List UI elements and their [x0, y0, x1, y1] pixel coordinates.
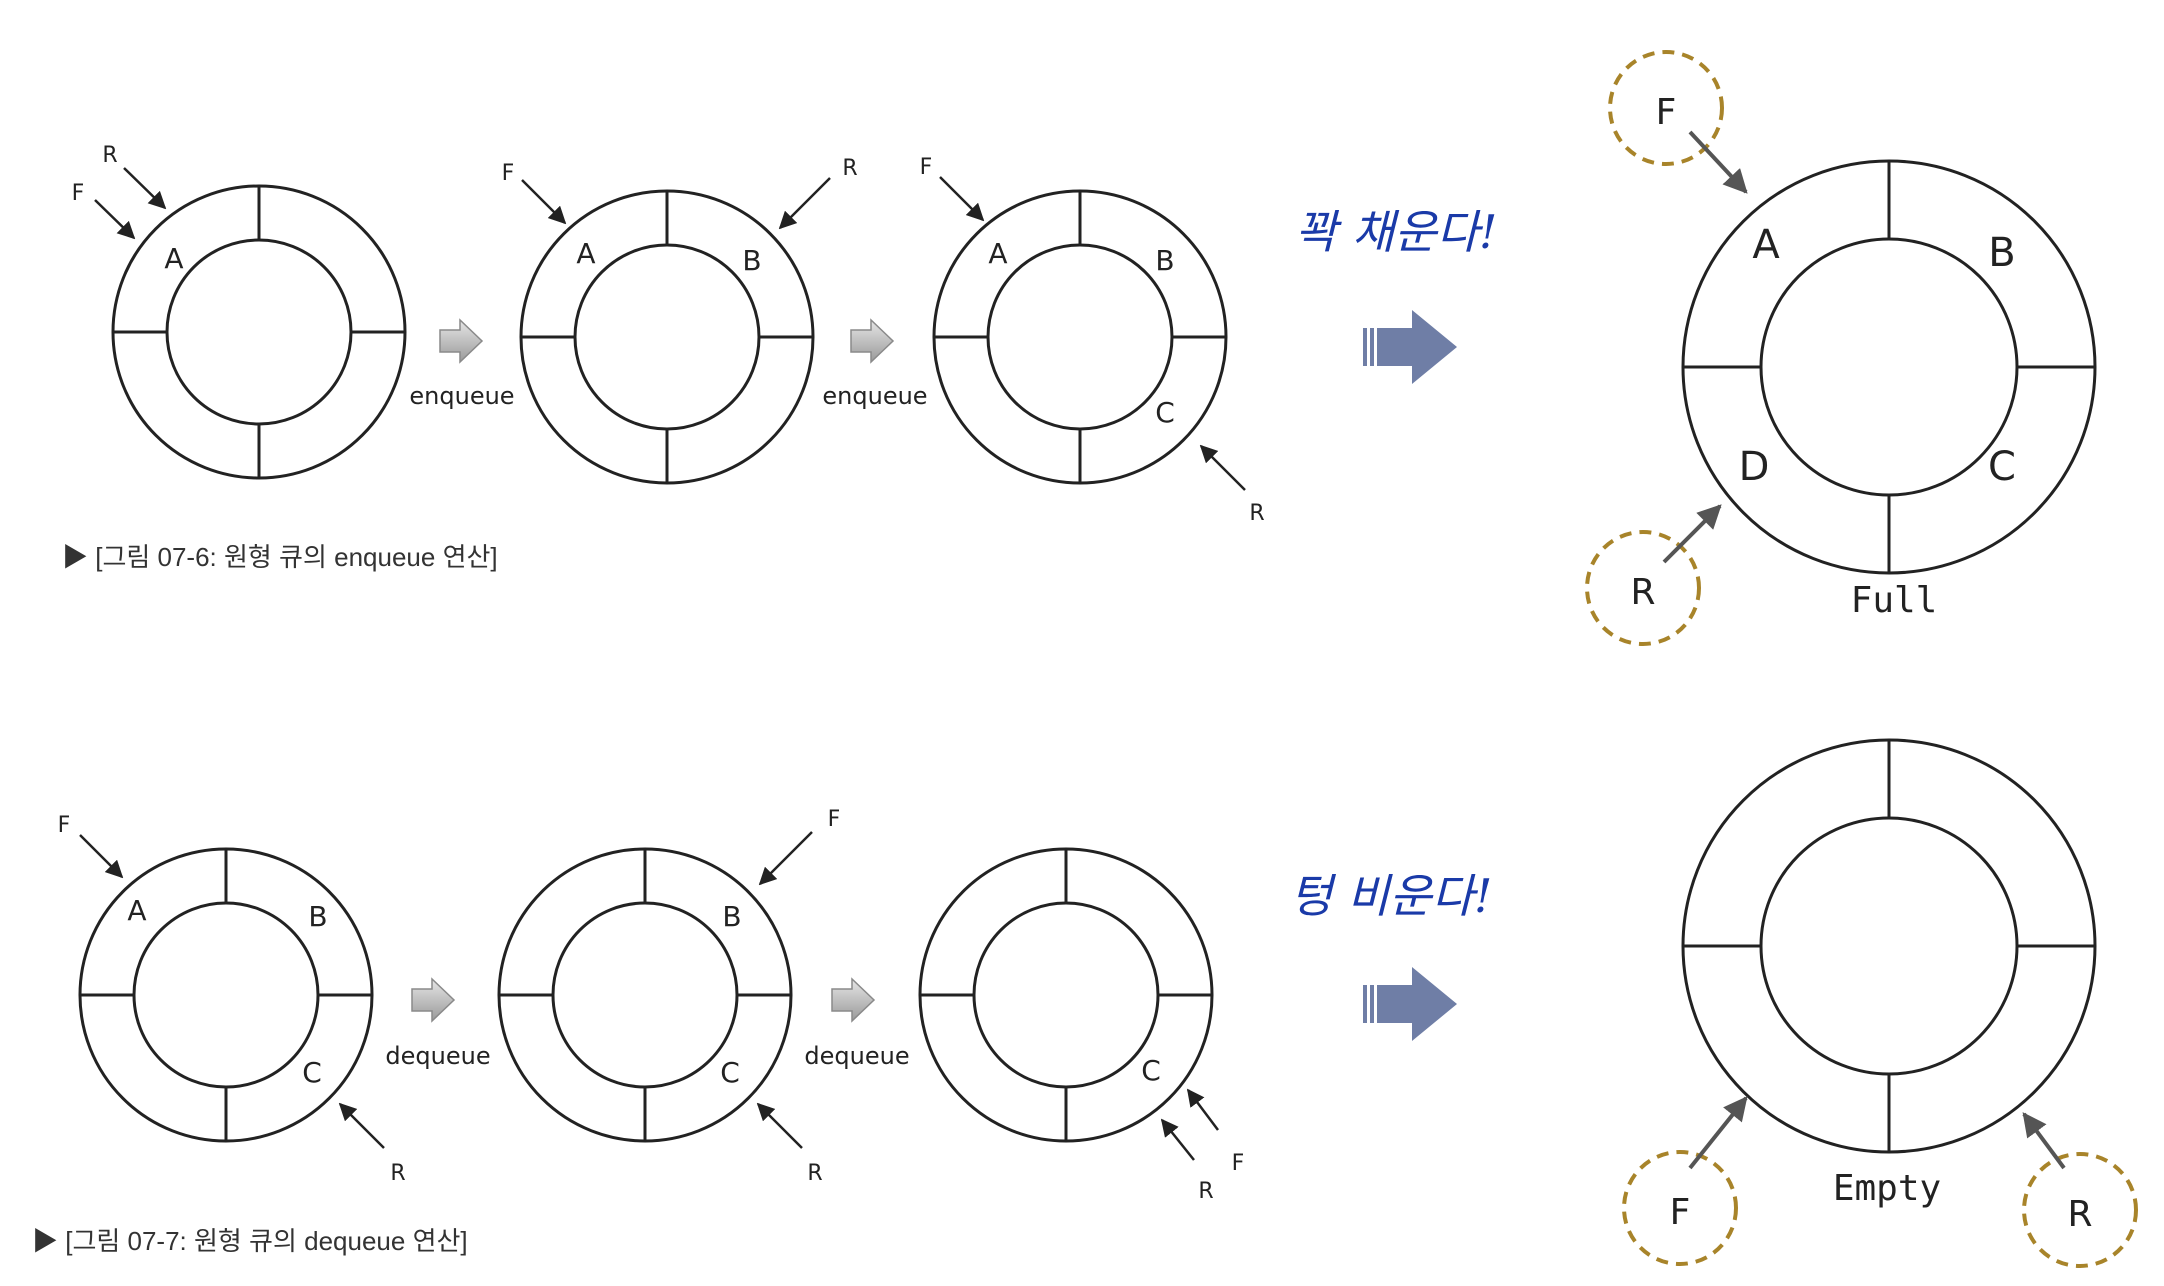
rear-pointer-label: R — [842, 156, 857, 181]
big-arrow-empty — [1363, 967, 1457, 1041]
slot-label: A — [988, 237, 1007, 270]
rear-pointer-label: R — [807, 1161, 822, 1186]
front-pointer-label: F — [58, 813, 71, 838]
rear-pointer-label: R — [1249, 501, 1264, 526]
rear-pointer-label: R — [1198, 1179, 1213, 1204]
enqueue-diagram-2: A B F R — [502, 156, 858, 485]
rear-pointer-label: R — [1630, 572, 1655, 613]
front-pointer-ring — [1608, 50, 1724, 166]
slot-label: C — [1155, 396, 1175, 429]
slot-label: B — [1155, 244, 1174, 277]
front-pointer-label: F — [1656, 92, 1677, 133]
slot-label: A — [576, 237, 595, 270]
rear-pointer-label: R — [102, 143, 117, 168]
empty-note: 텅 비운다! — [1290, 869, 1492, 923]
rear-pointer-ring — [1585, 530, 1701, 646]
enqueue-op-label: enqueue — [822, 382, 927, 410]
slot-label: C — [302, 1056, 322, 1089]
slot-label: B — [1988, 230, 2015, 276]
front-pointer-ring — [1622, 1150, 1738, 1266]
full-queue-diagram: A B C D Full F R — [1585, 50, 2097, 646]
slot-label: A — [1752, 222, 1780, 268]
figure-caption-enqueue: ▶ [그림 07-6: 원형 큐의 enqueue 연산] — [62, 542, 498, 572]
front-pointer-label: F — [920, 155, 933, 180]
dequeue-op-label: dequeue — [804, 1042, 909, 1070]
enqueue-op-label: enqueue — [409, 382, 514, 410]
slot-label: B — [722, 900, 741, 933]
enqueue-arrow-2: enqueue — [822, 318, 928, 410]
front-pointer-label: F — [828, 807, 841, 832]
full-note: 꽉 채운다! — [1295, 205, 1497, 259]
enqueue-diagram-1: A R F — [72, 143, 407, 480]
front-pointer-label: F — [1232, 1151, 1245, 1176]
dequeue-arrow-1: dequeue — [385, 977, 491, 1070]
front-pointer-label: F — [1670, 1192, 1691, 1233]
slot-label: C — [1141, 1054, 1161, 1087]
enqueue-arrow-1: enqueue — [409, 318, 515, 410]
front-pointer-label: F — [72, 181, 85, 206]
dequeue-diagram-1: A B C F R — [58, 813, 406, 1186]
rear-pointer-label: R — [2067, 1194, 2092, 1235]
rear-pointer-label: R — [390, 1161, 405, 1186]
slot-label: A — [164, 242, 183, 275]
dequeue-op-label: dequeue — [385, 1042, 490, 1070]
slot-label: D — [1739, 444, 1770, 490]
enqueue-diagram-3: A B C F R — [920, 155, 1265, 526]
dequeue-diagram-2: B C F R — [497, 807, 841, 1186]
slot-label: C — [720, 1056, 740, 1089]
full-state-label: Full — [1851, 580, 1938, 621]
big-arrow-full — [1363, 310, 1457, 384]
slot-label: C — [1988, 444, 2016, 490]
empty-state-label: Empty — [1833, 1168, 1941, 1209]
dequeue-arrow-2: dequeue — [804, 977, 910, 1070]
figure-caption-dequeue: ▶ [그림 07-7: 원형 큐의 dequeue 연산] — [32, 1226, 468, 1256]
slot-label: B — [742, 244, 761, 277]
dequeue-diagram-3: C F R — [918, 847, 1245, 1204]
front-pointer-label: F — [502, 161, 515, 186]
slot-label: B — [308, 900, 327, 933]
rear-pointer-ring — [2022, 1152, 2138, 1268]
slot-label: A — [127, 894, 146, 927]
empty-queue-diagram: Empty F R — [1622, 738, 2138, 1268]
